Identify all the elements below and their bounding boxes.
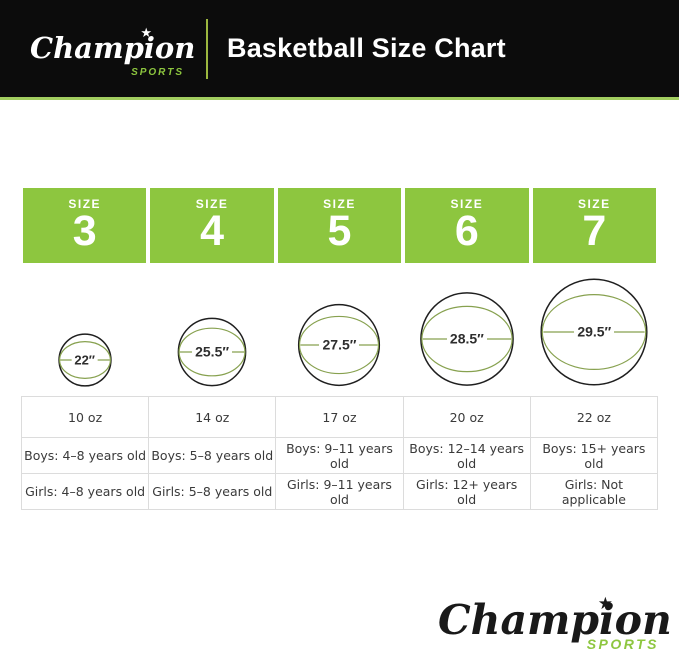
size-cell-4: SIZE 4 (150, 188, 274, 263)
basketball-size-6: 28.5″ (403, 291, 530, 396)
boys-age-cell: Boys: 5–8 years old (148, 437, 277, 474)
size-number: 4 (200, 207, 225, 255)
basketball-size-4: 25.5″ (148, 317, 275, 396)
girls-age-cell: Girls: 12+ years old (402, 473, 531, 510)
size-word: SIZE (323, 197, 356, 211)
weight-cell: 14 oz (148, 396, 277, 438)
basketball-icon (58, 333, 112, 387)
size-cell-7: SIZE 7 (532, 188, 656, 263)
diameter-label: 25.5″ (192, 344, 233, 360)
basketball-row: 22″ 25.5″ (21, 263, 658, 396)
diameter-label: 22″ (71, 352, 99, 368)
weight-row: 10 oz 14 oz 17 oz 20 oz 22 oz (20, 396, 659, 438)
weight-cell: 10 oz (20, 396, 150, 438)
basketball-size-5: 27.5″ (276, 303, 403, 396)
size-word: SIZE (195, 197, 229, 211)
weight-cell: 22 oz (529, 396, 659, 438)
size-cell-3: SIZE 3 (23, 188, 147, 263)
size-number: 6 (454, 207, 479, 255)
boys-age-cell: Boys: 15+ years old (529, 437, 659, 474)
basketball-size-7: 29.5″ (531, 277, 658, 396)
girls-age-cell: Girls: 4–8 years old (20, 473, 150, 510)
girls-age-row: Girls: 4–8 years old Girls: 5–8 years ol… (20, 473, 659, 510)
brand-name: Champion (30, 30, 196, 65)
size-chart: SIZE 3 SIZE 4 SIZE 5 SIZE 6 SIZE 7 (20, 188, 659, 510)
weight-cell: 17 oz (275, 396, 404, 438)
size-word: SIZE (68, 197, 102, 211)
weight-cell: 20 oz (402, 396, 531, 438)
size-header-row: SIZE 3 SIZE 4 SIZE 5 SIZE 6 SIZE 7 (21, 188, 658, 263)
size-number: 5 (327, 207, 352, 255)
boys-age-cell: Boys: 9–11 years old (275, 437, 404, 474)
girls-age-cell: Girls: 5–8 years old (148, 473, 277, 510)
girls-age-cell: Girls: 9–11 years old (275, 473, 404, 510)
footer-brand-name: Champion (438, 596, 672, 644)
size-word: SIZE (450, 197, 484, 211)
boys-age-cell: Boys: 4–8 years old (20, 437, 150, 474)
brand-subtitle: SPORTS (131, 66, 184, 78)
size-word: SIZE (577, 197, 611, 211)
basketball-size-3: 22″ (21, 333, 148, 396)
star-icon: ★ (140, 24, 152, 40)
size-cell-5: SIZE 5 (277, 188, 402, 263)
diameter-label: 27.5″ (319, 337, 360, 353)
girls-age-cell: Girls: Not applicable (529, 473, 659, 510)
boys-age-row: Boys: 4–8 years old Boys: 5–8 years old … (20, 437, 659, 474)
champion-sports-logo: Champion ★ SPORTS (30, 19, 196, 79)
footer-brand-subtitle: SPORTS (586, 636, 659, 652)
size-number: 3 (72, 207, 97, 255)
size-cell-6: SIZE 6 (405, 188, 529, 263)
page-title: Basketball Size Chart (227, 33, 506, 63)
star-icon: ★ (597, 594, 613, 613)
basketball-icon (539, 277, 649, 387)
footer-champion-sports-logo: Champion ★ SPORTS (438, 590, 672, 652)
header-banner: Champion ★ SPORTS Basketball Size Chart (0, 0, 679, 100)
diameter-label: 28.5″ (446, 331, 487, 347)
spec-table: 10 oz 14 oz 17 oz 20 oz 22 oz Boys: 4–8 … (20, 396, 659, 510)
header-divider (206, 18, 208, 79)
size-number: 7 (582, 207, 607, 255)
diameter-label: 29.5″ (574, 324, 615, 340)
boys-age-cell: Boys: 12–14 years old (402, 437, 531, 474)
